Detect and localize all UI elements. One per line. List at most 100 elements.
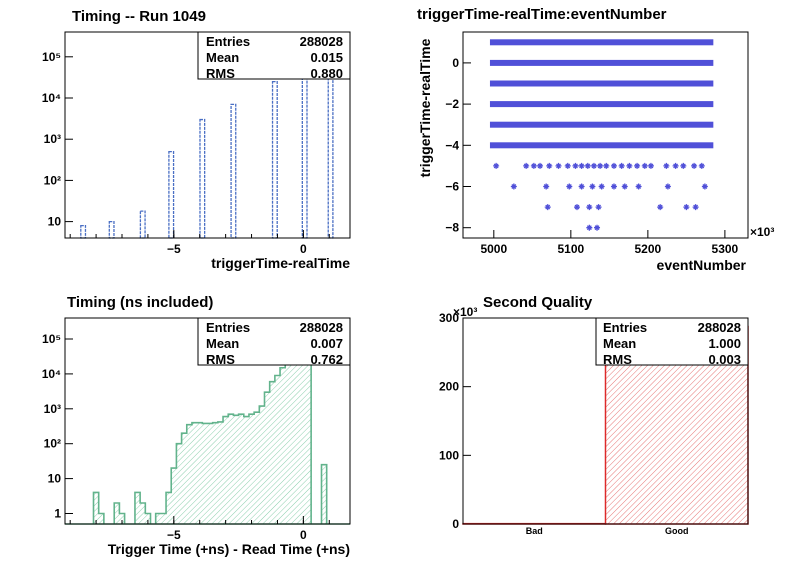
panel-2-point	[691, 162, 698, 169]
panel-1-y-tick-label: 10⁴	[42, 91, 61, 105]
panel-4-y-tick-label: 100	[439, 448, 459, 462]
panel-1-stat-entries-value: 288028	[300, 34, 343, 49]
panel-1-y-tick-label: 10⁵	[42, 50, 61, 64]
panel-2-y-tick-label: −2	[445, 97, 459, 111]
panel-2-point	[603, 162, 610, 169]
panel-4-stat-rms-value: 0.003	[708, 352, 741, 367]
panel-2-y-tick-label: −6	[445, 180, 459, 194]
panel-2-band	[489, 59, 714, 66]
panel-3-y-tick-label: 10³	[44, 402, 61, 416]
panel-2-point	[663, 162, 670, 169]
panel-1-bar	[271, 80, 278, 239]
panel-timing-run: Timing -- Run 1049 −5 0 10 10² 10³ 10⁴ 10⁵ Ent…	[42, 8, 351, 271]
panel-1-stat-rms-label: RMS	[206, 66, 235, 81]
panel-2-point	[626, 162, 633, 169]
panel-2-point	[537, 162, 544, 169]
panel-2-point	[598, 183, 605, 190]
panel-3-stat-entries-label: Entries	[206, 320, 250, 335]
panel-2-point	[610, 183, 617, 190]
panel-4-y-tick-label: 0	[452, 517, 459, 531]
panel-2-ylabel: triggerTime-realTime	[417, 38, 433, 177]
panel-4-category-label: Bad	[526, 526, 543, 536]
panel-1-y-tick-label: 10²	[44, 173, 61, 187]
panel-1-title: Timing -- Run 1049	[72, 8, 206, 25]
panel-1-y-tick-label: 10³	[44, 132, 61, 146]
panel-1-x-tick-label: 0	[300, 242, 307, 256]
panel-2-point	[683, 204, 690, 211]
panel-2-x-tick-label: 5200	[635, 242, 662, 256]
panel-4-stat-entries-value: 288028	[698, 320, 741, 335]
panel-2-y-tick-label: −4	[445, 138, 459, 152]
panel-2-point	[544, 204, 551, 211]
panel-2-point	[586, 224, 593, 231]
panel-1-stat-mean-value: 0.015	[310, 50, 343, 65]
panel-2-y-tick-label: 0	[452, 56, 459, 70]
panel-1-x-tick-label: −5	[167, 242, 181, 256]
panel-2-x-tick-label: 5000	[480, 242, 507, 256]
panel-4-stats-box: Entries 288028 Mean 1.000 RMS 0.003	[595, 317, 749, 367]
panel-2-y-tick-label: −8	[445, 221, 459, 235]
panel-2-xlabel: eventNumber	[657, 257, 747, 273]
panel-4-stat-entries-label: Entries	[603, 320, 647, 335]
panel-2-point	[680, 162, 687, 169]
panel-3-stat-rms-value: 0.762	[310, 352, 343, 367]
panel-3-stat-rms-label: RMS	[206, 352, 235, 367]
panel-2-point	[647, 162, 654, 169]
panel-2-point	[595, 204, 602, 211]
panel-2-point	[572, 162, 579, 169]
panel-3-stat-entries-value: 288028	[300, 320, 343, 335]
panel-2-point	[701, 183, 708, 190]
panel-2-point	[597, 162, 604, 169]
panel-1-bar	[139, 210, 146, 239]
panel-1-bar	[168, 150, 175, 239]
panel-trigger-scatter: triggerTime-realTime:eventNumber 5000 510…	[417, 6, 774, 273]
panel-4-stat-rms-label: RMS	[603, 352, 632, 367]
panel-2-point	[664, 183, 671, 190]
panel-4-stat-mean-value: 1.000	[708, 336, 741, 351]
panel-2-point	[589, 183, 596, 190]
panel-3-area-fill	[65, 322, 350, 524]
panel-2-point	[586, 204, 593, 211]
panel-second-quality: Bad Good 0 100 200 300 Second Quality ×10³ En…	[439, 294, 749, 536]
panel-2-point	[530, 162, 537, 169]
panel-2-point	[610, 162, 617, 169]
panel-2-point	[546, 162, 553, 169]
panel-2-point	[618, 162, 625, 169]
panel-2-title: triggerTime-realTime:eventNumber	[417, 6, 667, 23]
panel-2-point	[672, 162, 679, 169]
panel-2-point	[574, 204, 580, 211]
panel-2-point	[523, 162, 530, 169]
panel-2-point	[621, 183, 628, 190]
panel-4-stat-mean-label: Mean	[603, 336, 636, 351]
panel-1-bar	[230, 103, 237, 239]
panel-timing-ns: Timing (ns included) −5 011010²10³10⁴10⁵ …	[42, 294, 351, 557]
panel-2-point	[510, 183, 517, 190]
panel-1-stat-mean-label: Mean	[206, 50, 239, 65]
panel-2-point	[555, 162, 562, 169]
panel-2-point	[692, 204, 699, 211]
panel-4-y-tick-label: 300	[439, 311, 459, 325]
panel-3-stats-box: Entries 288028 Mean 0.007 RMS 0.762	[197, 317, 351, 367]
panel-1-bar	[108, 220, 115, 239]
panel-2-point	[641, 162, 648, 169]
panel-1-bar	[327, 60, 334, 239]
panel-3-stat-mean-value: 0.007	[310, 336, 343, 351]
panel-2-band	[489, 101, 714, 108]
panel-2-point	[493, 162, 500, 169]
panel-2-band	[489, 39, 714, 46]
panel-2-band	[489, 80, 714, 87]
panel-4-y-exponent: ×10³	[453, 305, 477, 319]
panel-3-y-tick-label: 10	[48, 472, 62, 486]
panel-2-point	[564, 162, 571, 169]
panel-3-x-tick-label: 0	[300, 528, 307, 542]
panel-2-point	[698, 162, 705, 169]
panel-2-point	[584, 162, 591, 169]
panel-2-x-tick-label: 5100	[557, 242, 584, 256]
panel-2-band	[489, 121, 714, 128]
panel-2-point	[634, 162, 641, 169]
panel-4-y-tick-label: 200	[439, 380, 459, 394]
panel-1-xlabel: triggerTime-realTime	[211, 255, 350, 271]
panel-1-bar	[80, 224, 87, 239]
panel-2-point	[657, 204, 664, 211]
